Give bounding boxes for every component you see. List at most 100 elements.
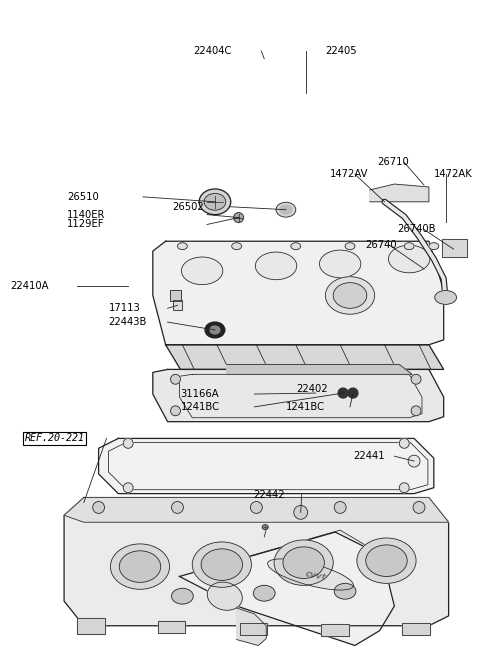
- Ellipse shape: [181, 257, 223, 285]
- Circle shape: [170, 375, 180, 384]
- Text: 26502: 26502: [172, 202, 204, 212]
- Text: 22443B: 22443B: [108, 317, 147, 327]
- Circle shape: [411, 375, 421, 384]
- Ellipse shape: [388, 245, 430, 273]
- Circle shape: [411, 406, 421, 416]
- Text: 1241BC: 1241BC: [286, 402, 325, 412]
- Ellipse shape: [291, 243, 300, 250]
- Polygon shape: [64, 498, 449, 626]
- Bar: [442, 239, 468, 257]
- Text: 26510: 26510: [67, 192, 99, 202]
- Bar: [172, 300, 182, 310]
- Ellipse shape: [280, 205, 292, 214]
- Ellipse shape: [366, 545, 407, 577]
- Ellipse shape: [345, 243, 355, 250]
- Ellipse shape: [253, 585, 275, 601]
- Bar: [158, 621, 185, 632]
- Text: 1241BC: 1241BC: [180, 402, 219, 412]
- Circle shape: [399, 483, 409, 493]
- Bar: [402, 623, 430, 634]
- Text: 1472AV: 1472AV: [330, 169, 369, 179]
- Text: 22441: 22441: [353, 451, 384, 461]
- Text: REF.20-221: REF.20-221: [24, 434, 84, 443]
- Ellipse shape: [357, 538, 416, 583]
- Ellipse shape: [268, 559, 353, 590]
- Ellipse shape: [201, 549, 242, 581]
- Ellipse shape: [207, 582, 242, 610]
- Text: 1472AK: 1472AK: [434, 169, 473, 179]
- Bar: [77, 618, 105, 634]
- Ellipse shape: [404, 243, 414, 250]
- Circle shape: [348, 388, 358, 398]
- Ellipse shape: [205, 322, 225, 338]
- Ellipse shape: [192, 542, 252, 587]
- Ellipse shape: [429, 243, 439, 250]
- Ellipse shape: [262, 525, 268, 529]
- Circle shape: [123, 483, 133, 493]
- Bar: [240, 623, 267, 634]
- Ellipse shape: [274, 540, 333, 585]
- Circle shape: [338, 388, 348, 398]
- Bar: [158, 621, 185, 632]
- Bar: [169, 289, 181, 301]
- Bar: [322, 624, 349, 636]
- Ellipse shape: [283, 547, 324, 579]
- Circle shape: [93, 502, 105, 514]
- Polygon shape: [180, 532, 395, 646]
- Bar: [402, 623, 430, 634]
- Ellipse shape: [333, 283, 367, 308]
- Text: 22402: 22402: [296, 384, 327, 394]
- Bar: [169, 289, 181, 301]
- Ellipse shape: [276, 202, 296, 217]
- Polygon shape: [227, 365, 412, 375]
- Bar: [128, 241, 458, 434]
- Polygon shape: [370, 184, 429, 202]
- Ellipse shape: [320, 250, 361, 277]
- Bar: [172, 300, 182, 310]
- Text: 26740B: 26740B: [397, 224, 436, 234]
- Text: 22410A: 22410A: [10, 281, 48, 291]
- Ellipse shape: [178, 243, 187, 250]
- Ellipse shape: [110, 544, 169, 589]
- Circle shape: [408, 455, 420, 467]
- Ellipse shape: [120, 551, 161, 583]
- Bar: [442, 239, 468, 257]
- Text: 1140ER: 1140ER: [67, 210, 106, 220]
- Polygon shape: [153, 241, 444, 345]
- Text: 17113: 17113: [108, 303, 140, 314]
- Text: 1129EF: 1129EF: [67, 220, 105, 230]
- Ellipse shape: [204, 194, 226, 210]
- Text: 26710: 26710: [378, 157, 409, 167]
- Ellipse shape: [334, 583, 356, 599]
- Polygon shape: [237, 608, 266, 646]
- Bar: [240, 623, 267, 634]
- Ellipse shape: [199, 189, 231, 215]
- Text: cvvt: cvvt: [304, 569, 327, 582]
- Ellipse shape: [255, 252, 297, 279]
- Bar: [77, 618, 105, 634]
- Circle shape: [171, 502, 183, 514]
- Circle shape: [399, 438, 409, 448]
- Polygon shape: [166, 345, 444, 369]
- Circle shape: [334, 502, 346, 514]
- Ellipse shape: [210, 326, 220, 334]
- Text: 22404C: 22404C: [193, 46, 232, 56]
- Ellipse shape: [232, 243, 241, 250]
- Polygon shape: [64, 498, 449, 522]
- Ellipse shape: [325, 277, 375, 314]
- Bar: [322, 624, 349, 636]
- Text: 22442: 22442: [253, 489, 285, 500]
- Circle shape: [234, 213, 243, 222]
- Circle shape: [251, 502, 262, 514]
- Text: 31166A: 31166A: [180, 389, 219, 399]
- Polygon shape: [153, 369, 444, 422]
- Ellipse shape: [435, 291, 456, 304]
- Circle shape: [294, 506, 308, 520]
- Text: 26740: 26740: [365, 240, 396, 250]
- Polygon shape: [98, 438, 434, 493]
- Ellipse shape: [171, 588, 193, 604]
- Circle shape: [413, 502, 425, 514]
- Text: 22405: 22405: [325, 46, 357, 56]
- Circle shape: [123, 438, 133, 448]
- Circle shape: [170, 406, 180, 416]
